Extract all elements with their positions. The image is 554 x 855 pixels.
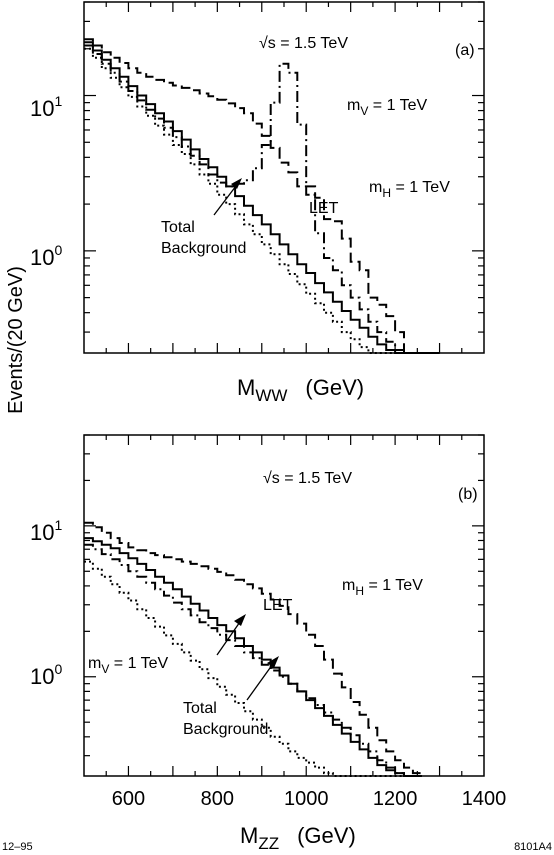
panel-b-series-dashed xyxy=(84,521,422,775)
panel-b-bg-label-1: Total xyxy=(183,700,217,717)
panel-a-bg-arrow xyxy=(213,178,242,216)
panel-b-xtick-label-600: 600 xyxy=(112,788,145,810)
panel-b-ytick-10-0: 100 xyxy=(30,661,62,689)
panel-b-bg-arrow xyxy=(246,656,279,701)
panel-b-let-label: LET xyxy=(263,597,293,614)
panel-b-x-axis-label: MZZ (GeV) xyxy=(240,823,356,853)
panel-a-chart: 101 100 √s = 1.5 TeV (a) mV = 1 TeV mH =… xyxy=(30,1,485,405)
panel-b-series xyxy=(84,521,422,777)
panel-b-mv-arrow xyxy=(216,614,246,656)
panel-b-bg-label-2: Background xyxy=(183,721,268,738)
panel-a-ytick-10-1: 101 xyxy=(30,93,62,121)
panel-b-xtick-label-1200: 1200 xyxy=(373,788,418,810)
panel-a-ticks xyxy=(84,1,484,353)
panel-a-series-solid xyxy=(84,41,440,354)
panel-b-series-solid xyxy=(84,537,422,777)
panel-a-mv-label: mV = 1 TeV xyxy=(347,97,428,118)
panel-b-xtick-label-800: 800 xyxy=(201,788,234,810)
panel-a-energy-label: √s = 1.5 TeV xyxy=(259,35,348,52)
panel-b-energy-label: √s = 1.5 TeV xyxy=(263,470,352,487)
panel-a-series xyxy=(84,38,440,354)
panel-a-label: (a) xyxy=(455,42,475,59)
panel-b-xtick-label-1000: 1000 xyxy=(284,788,329,810)
panel-b-mh-label: mH = 1 TeV xyxy=(342,577,423,598)
panel-a-mh-label: mH = 1 TeV xyxy=(369,179,450,200)
panel-a-bg-label-1: Total xyxy=(161,219,195,236)
panel-a-ytick-10-0: 100 xyxy=(30,242,62,270)
panel-a-series-dashed xyxy=(84,38,440,354)
panel-b-chart: 101 100 √s = 1.5 TeV (b) mH = 1 TeV LET … xyxy=(30,434,506,853)
panel-a-series-dashdot xyxy=(84,44,440,354)
panel-a-series-dotted xyxy=(84,47,440,354)
panel-b-xtick-label-1400: 1400 xyxy=(462,788,507,810)
panel-b-ticks xyxy=(84,434,484,776)
panel-b-label: (b) xyxy=(458,486,478,503)
y-axis-label: Events/(20 GeV) xyxy=(5,266,27,414)
panel-a-let-label: LET xyxy=(309,200,339,217)
panel-b-x-tick-labels: 600 800 1000 1200 1400 xyxy=(112,788,506,810)
panel-b-mv-label: mV = 1 TeV xyxy=(88,655,169,676)
footer-left-code: 12–95 xyxy=(2,841,33,853)
panel-a-x-axis-label: MWW (GeV) xyxy=(237,375,364,405)
panel-b-ytick-10-1: 101 xyxy=(30,517,62,545)
panel-a-frame xyxy=(83,1,485,354)
footer-right-code: 8101A4 xyxy=(514,841,552,853)
panel-b-series-dotted xyxy=(84,560,422,777)
panel-a-bg-label-2: Background xyxy=(161,240,246,257)
